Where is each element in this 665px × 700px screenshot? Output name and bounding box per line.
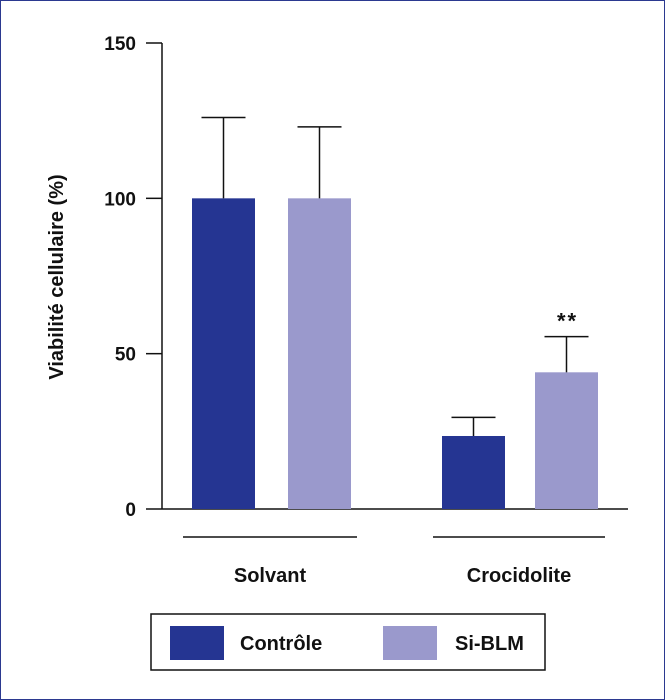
category-label: Solvant (234, 565, 307, 587)
y-tick-label: 50 (115, 345, 136, 366)
category-axis: Solvant Crocidolite (183, 536, 605, 587)
y-axis-title: Viabilité cellulaire (%) (46, 174, 68, 379)
legend-label: Si-BLM (455, 633, 524, 655)
significance-annotation: ** (557, 309, 578, 334)
bar (288, 198, 351, 510)
y-tick-label: 100 (104, 189, 136, 210)
bar (535, 372, 598, 509)
legend: Contrôle Si-BLM (150, 613, 546, 671)
y-tick-label: 0 (125, 500, 136, 521)
category-label: Crocidolite (467, 565, 571, 587)
bars: ** (192, 116, 598, 510)
legend-swatch (383, 626, 437, 660)
legend-swatch (170, 626, 224, 660)
bar (192, 198, 255, 510)
y-tick-label: 150 (104, 34, 136, 55)
legend-label: Contrôle (240, 633, 322, 655)
bar (442, 435, 505, 509)
